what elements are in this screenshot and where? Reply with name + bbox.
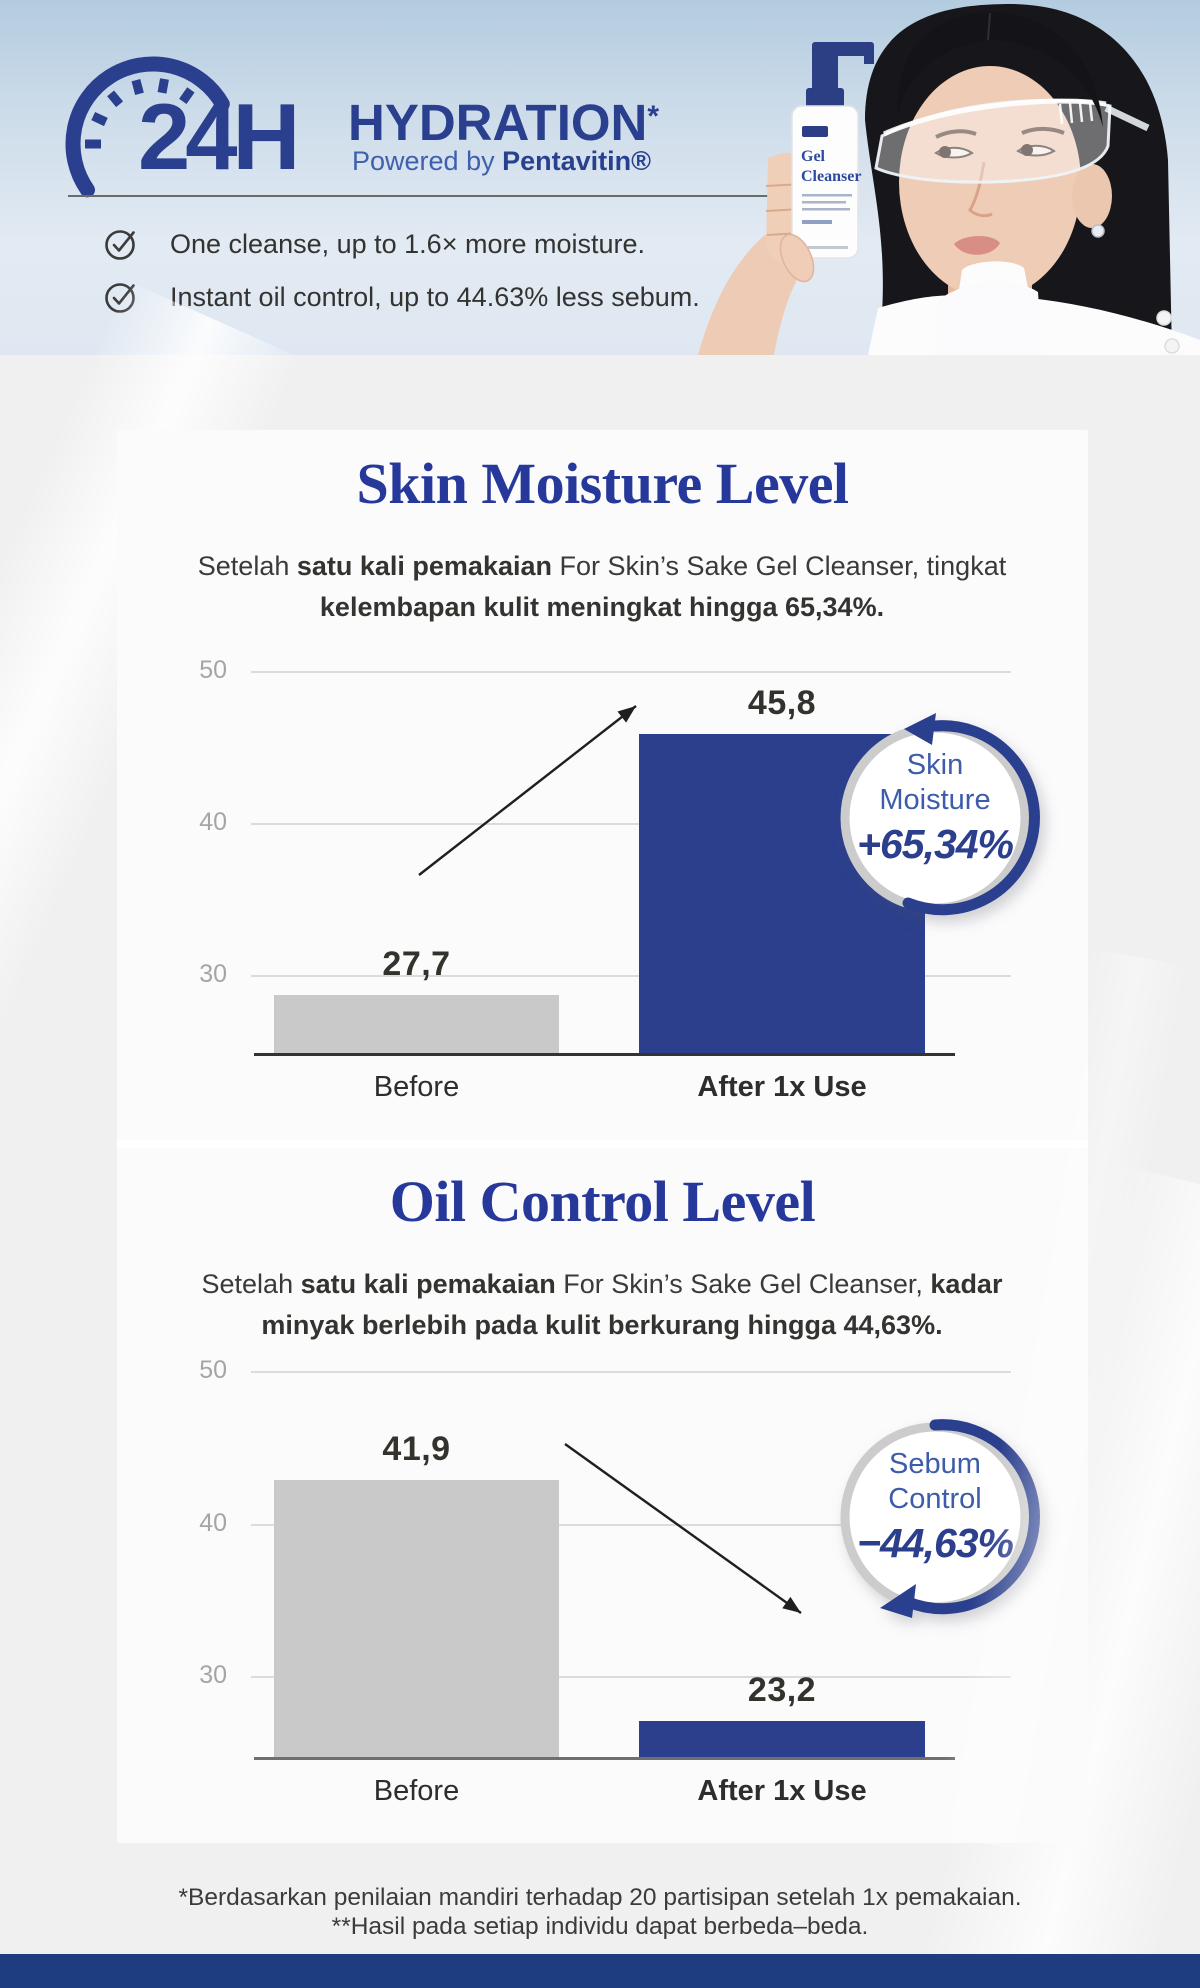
value-label: 23,2: [747, 1671, 817, 1709]
bottle-label-line2: Cleanser: [801, 168, 861, 185]
clock-gauge-icon: [65, 56, 230, 198]
nose: [968, 161, 993, 218]
button: [1156, 310, 1172, 326]
chart-title: Oil Control Level: [389, 1169, 816, 1234]
eyebrow: [1021, 126, 1065, 135]
y-tick-label: 40: [199, 1508, 227, 1537]
header-divider: [68, 195, 838, 197]
x-axis-line: [254, 1053, 955, 1056]
y-tick-label: 30: [199, 1660, 227, 1689]
gridline: [251, 1371, 1011, 1373]
category-label: After 1x Use: [697, 1775, 867, 1807]
benefit-text: One cleanse, up to 1.6× more moisture.: [170, 228, 646, 259]
logo-hydration-word: HYDRATION: [348, 94, 648, 151]
button: [1164, 338, 1180, 354]
check-circle-icon: [105, 230, 135, 260]
y-tick-label: 50: [199, 1355, 227, 1384]
value-label: 45,8: [747, 684, 817, 722]
badge-line: Skin: [906, 749, 964, 781]
ear: [1072, 164, 1112, 228]
badge-line: Sebum: [889, 1448, 981, 1480]
subtitle-fragment: Setelah: [201, 1269, 301, 1299]
powered-by-line: Powered by Pentavitin®: [352, 146, 652, 177]
logo-24h: 24H: [138, 84, 300, 189]
eyebrow: [935, 129, 977, 139]
bar-after-1x-use: [639, 1721, 925, 1757]
category-label: Before: [373, 1071, 460, 1103]
gridline: [251, 1676, 1011, 1678]
card-gap: [117, 1140, 1088, 1148]
benefit-text: Instant oil control, up to 44.63% less s…: [170, 281, 700, 312]
benefit-bullet: Instant oil control, up to 44.63% less s…: [104, 279, 700, 315]
bar-before: [274, 1480, 559, 1757]
glasses-vents: [1058, 102, 1094, 125]
pentavitin-brand: Pentavitin®: [502, 146, 652, 176]
y-tick-label: 40: [199, 807, 227, 836]
bar-chart-plot: 50 40 30 41,9 Before 23,2 After 1x Use Sebum Co…: [117, 1148, 1088, 1843]
iris: [1021, 144, 1033, 156]
subtitle-fragment: minyak berlebih pada kulit berkurang hin…: [261, 1310, 943, 1340]
benefit-bullet: One cleanse, up to 1.6× more moisture.: [104, 226, 645, 262]
label-chip: [802, 126, 828, 137]
badge-line: Moisture: [879, 784, 991, 816]
asterisk-mark: *: [647, 100, 660, 133]
disclaimer-line: **Hasil pada setiap individu dapat berbe…: [331, 1913, 869, 1940]
iris: [939, 146, 951, 158]
stat-badge-circle: [840, 713, 1040, 916]
collar: [934, 281, 1042, 355]
subtitle-fragment: For Skin’s Sake Gel Cleanser, tingkat: [552, 551, 1007, 581]
y-tick-label: 50: [199, 655, 227, 684]
hair-part: [987, 12, 991, 41]
hair-front: [897, 12, 1103, 127]
lips: [954, 235, 1000, 255]
bar-before: [274, 995, 559, 1053]
glasses-temple: [1104, 104, 1150, 132]
category-label: Before: [373, 1775, 460, 1807]
value-label: 41,9: [382, 1430, 451, 1468]
powered-by-prefix: Powered by: [352, 146, 503, 176]
y-tick-label: 30: [199, 959, 227, 988]
model-photo: Gel Cleanser: [698, 4, 1200, 355]
bar-chart-plot: 50 40 30 27,7 Before 45,8 After 1x Use Skin Moi…: [117, 430, 1088, 1140]
gridline: [251, 671, 1011, 673]
brand-footer-bar: [0, 1954, 1200, 1988]
chart-title: Skin Moisture Level: [356, 451, 849, 516]
x-axis-line: [254, 1757, 955, 1760]
chart-card: Oil Control Level Setelah satu kali pema…: [117, 1148, 1088, 1843]
subtitle-fragment: satu kali pemakaian: [300, 1269, 556, 1299]
category-label: After 1x Use: [697, 1071, 867, 1103]
gridline: [251, 975, 1011, 977]
logo-hydration: HYDRATION*: [348, 97, 659, 148]
stat-badge-text: Sebum Control −44,63%: [835, 1447, 1035, 1567]
value-label: 27,7: [382, 945, 451, 983]
chart-card: Skin Moisture Level Setelah satu kali pe…: [117, 430, 1088, 1140]
thumb: [779, 233, 815, 283]
badge-line: Control: [888, 1483, 982, 1515]
badge-value: −44,63%: [857, 1520, 1014, 1566]
header-banner: 24H HYDRATION* Powered by Pentavitin® On…: [0, 0, 1200, 355]
stat-badge-text: Skin Moisture +65,34%: [835, 748, 1035, 868]
product-bottle: Gel Cleanser: [791, 42, 874, 259]
disclaimer-line: *Berdasarkan penilaian mandiri terhadap …: [178, 1884, 1022, 1911]
earring: [1091, 224, 1105, 238]
badge-value: +65,34%: [857, 821, 1014, 867]
check-circle-icon: [105, 283, 135, 313]
bottle-label-line1: Gel: [801, 148, 826, 165]
glasses-highlight: [882, 98, 1107, 137]
